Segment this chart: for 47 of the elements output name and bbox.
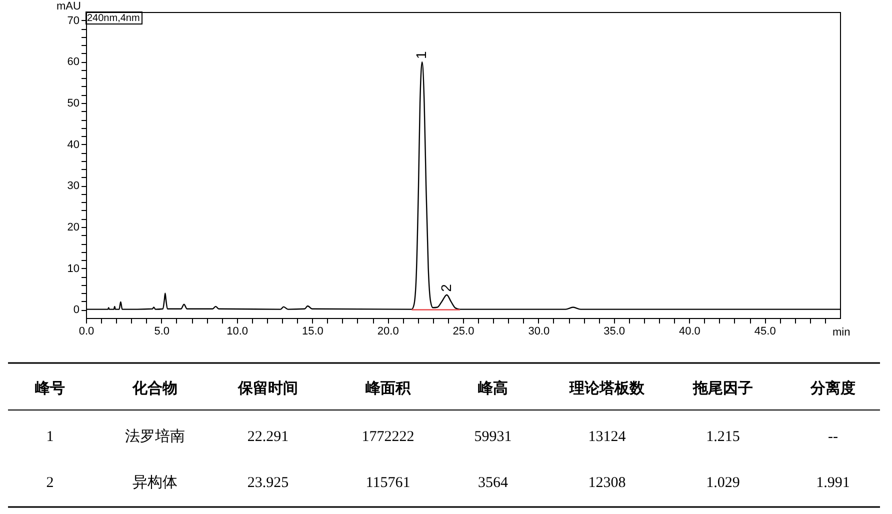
y-tick-label: 50 [67, 97, 80, 110]
text: -- [828, 429, 838, 445]
y-tick-label: 20 [67, 222, 80, 234]
x-axis-title: min [832, 326, 850, 338]
text: 1.029 [706, 475, 740, 491]
text: 异构体 [132, 474, 178, 491]
y-tick-label: 0 [73, 304, 80, 316]
text: 法罗培南 [125, 428, 185, 445]
text: 59931 [474, 429, 512, 445]
text: 1 [46, 429, 54, 445]
text: 12308 [588, 475, 626, 491]
x-tick-label: 35.0 [604, 326, 626, 338]
text: 23.925 [247, 475, 289, 491]
text: 理论塔板数 [568, 380, 646, 397]
text: 13124 [588, 429, 626, 445]
x-tick-label: 0.0 [78, 326, 94, 338]
text: 峰面积 [366, 380, 412, 397]
y-tick-label: 70 [67, 14, 80, 27]
text: 保留时间 [237, 380, 298, 397]
y-tick-label: 10 [67, 262, 80, 275]
x-tick-label: 5.0 [154, 326, 170, 338]
x-tick-label: 45.0 [754, 326, 776, 338]
text: 拖尾因子 [692, 380, 753, 397]
x-tick-label: 40.0 [678, 326, 700, 338]
text: 2 [46, 475, 54, 491]
y-tick-label: 60 [67, 56, 80, 68]
text: 化合物 [132, 380, 178, 397]
text: 1.215 [706, 429, 740, 445]
x-tick-label: 10.0 [226, 326, 248, 338]
text: 峰高 [478, 379, 508, 397]
annotation: 2 [438, 284, 454, 292]
text: 22.291 [247, 429, 289, 445]
text: 峰号 [35, 380, 65, 397]
x-tick-label: 30.0 [528, 326, 550, 338]
annotation: 240nm,4nm [87, 13, 140, 24]
x-tick-label: 15.0 [302, 326, 324, 338]
text: 115761 [366, 475, 410, 491]
text: 3564 [478, 475, 508, 491]
annotation: 1 [413, 51, 430, 60]
text: 1.991 [816, 475, 850, 491]
x-tick-label: 25.0 [452, 326, 474, 338]
y-tick-label: 40 [67, 138, 80, 151]
text: 分离度 [810, 379, 856, 397]
text: 1772222 [362, 429, 414, 445]
x-tick-label: 20.0 [377, 326, 399, 338]
y-tick-label: 30 [67, 180, 80, 192]
y-axis-title: mAU [56, 0, 81, 12]
